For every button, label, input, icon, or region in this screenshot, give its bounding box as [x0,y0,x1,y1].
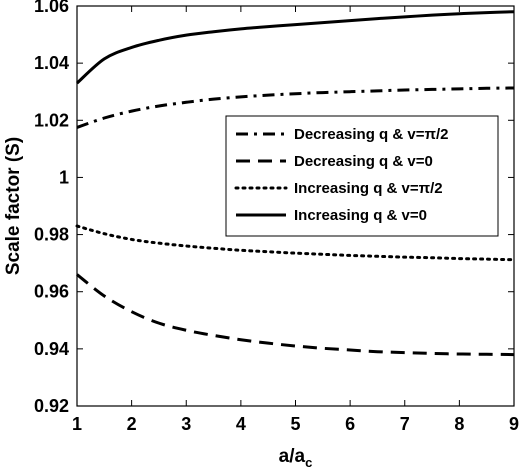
series-line-1 [76,86,515,129]
y-tick-label: 1.04 [34,53,69,73]
x-tick-label: 6 [345,414,355,434]
series-line-2 [76,273,515,357]
x-axis-label-subscript: c [305,455,312,470]
x-tick-label: 9 [509,414,519,434]
x-axis-label: a/ac [279,446,313,470]
y-tick-label: 0.98 [34,225,69,245]
legend: Decreasing q & v=π/2 Decreasing q & v=0 In… [225,115,499,237]
legend-label-3: Increasing q & v=π/2 [294,180,443,197]
x-tick-label: 1 [72,414,82,434]
axis-ticks: 1 2 3 4 5 6 7 8 9 0.92 0.94 0.96 0.98 1 1.02 1.04 1.06 [34,0,519,434]
x-tick-label: 7 [400,414,410,434]
y-tick-label: 0.92 [34,396,69,416]
legend-label-1: Decreasing q & v=π/2 [294,126,448,143]
x-tick-label: 4 [236,414,246,434]
y-axis-label: Scale factor (S) [3,137,24,275]
y-tick-label: 0.94 [34,339,69,359]
series-line-4 [75,10,515,85]
y-tick-label: 0.96 [34,282,69,302]
x-axis-label-main: a/a [279,446,306,467]
x-tick-label: 5 [290,414,300,434]
legend-label-4: Increasing q & v=0 [294,207,427,224]
series-line-3 [75,224,516,262]
y-tick-label: 1 [59,167,69,187]
x-tick-label: 8 [454,414,464,434]
legend-label-2: Decreasing q & v=0 [294,153,433,170]
y-tick-label: 1.02 [34,110,69,130]
x-tick-label: 2 [127,414,137,434]
x-tick-label: 3 [181,414,191,434]
y-tick-label: 1.06 [34,0,69,16]
